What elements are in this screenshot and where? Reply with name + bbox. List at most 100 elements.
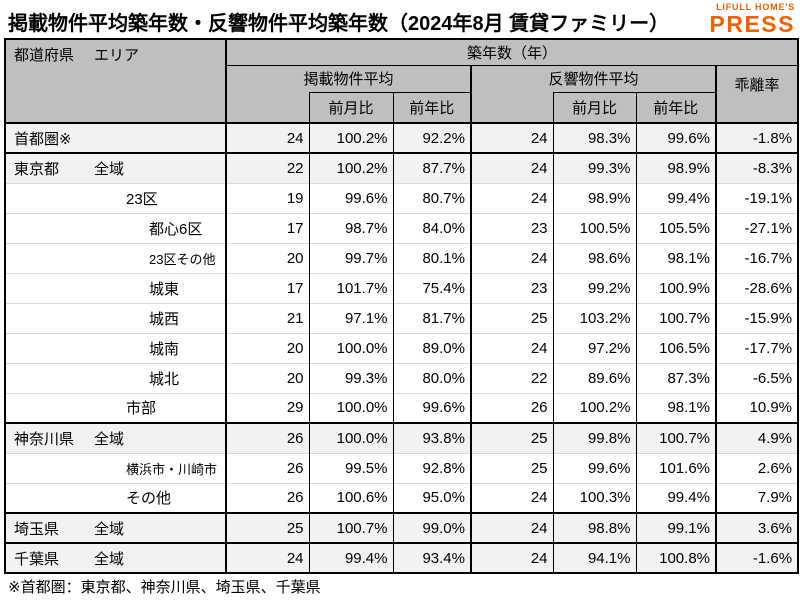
cell-listed-yoy: 93.4% xyxy=(393,542,472,573)
cell-listed-yoy: 80.0% xyxy=(393,362,472,393)
cell-deviation: -17.7% xyxy=(716,332,799,363)
cell-inquiry-yoy: 99.1% xyxy=(636,512,717,543)
cell-listed-yoy: 80.7% xyxy=(393,182,472,213)
cell-inquiry-avg: 23 xyxy=(471,272,554,303)
prefecture-label: 東京都 xyxy=(14,160,60,178)
cell-listed-mom: 100.6% xyxy=(309,482,394,513)
header-inquiry-average: 反響物件平均 xyxy=(471,65,717,92)
cell-listed-mom: 101.7% xyxy=(309,272,394,303)
cell-listed-yoy: 99.6% xyxy=(393,392,472,423)
prefecture-label: 首都圏※ xyxy=(14,130,72,148)
cell-listed-avg: 19 xyxy=(226,182,310,213)
cell-deviation: 3.6% xyxy=(716,512,799,543)
cell-region: 市部 xyxy=(5,392,227,423)
cell-inquiry-mom: 98.6% xyxy=(553,242,637,273)
table-row: 城西 21 97.1% 81.7% 25 103.2% 100.7% -15.9% xyxy=(5,302,799,333)
cell-inquiry-avg: 24 xyxy=(471,482,554,513)
cell-deviation: -27.1% xyxy=(716,212,799,243)
cell-listed-mom: 99.7% xyxy=(309,242,394,273)
cell-region: 23区その他 xyxy=(5,242,227,273)
cell-listed-yoy: 87.7% xyxy=(393,152,472,183)
area-label: 都心6区 xyxy=(149,220,203,238)
header-blank-listed xyxy=(226,92,309,124)
header-area-label: エリア xyxy=(94,47,140,64)
cell-region: その他 xyxy=(5,482,227,513)
table-row: 市部 29 100.0% 99.6% 26 100.2% 98.1% 10.9% xyxy=(5,392,799,423)
cell-inquiry-avg: 24 xyxy=(471,182,554,213)
cell-inquiry-mom: 98.9% xyxy=(553,182,637,213)
table-row: 城北 20 99.3% 80.0% 22 89.6% 87.3% -6.5% xyxy=(5,362,799,393)
logo-press-text: PRESS xyxy=(709,11,795,37)
cell-inquiry-yoy: 100.7% xyxy=(636,422,717,453)
cell-listed-avg: 29 xyxy=(226,392,310,423)
prefecture-label: 千葉県 xyxy=(14,550,60,568)
prefecture-label: 埼玉県 xyxy=(14,520,60,538)
cell-deviation: -19.1% xyxy=(716,182,799,213)
cell-region: 東京都 全域 xyxy=(5,152,227,183)
cell-listed-avg: 21 xyxy=(226,302,310,333)
area-label: 市部 xyxy=(126,400,157,418)
area-label: 城東 xyxy=(149,280,180,298)
cell-listed-yoy: 81.7% xyxy=(393,302,472,333)
area-label: 全域 xyxy=(94,430,125,448)
cell-listed-avg: 26 xyxy=(226,482,310,513)
cell-inquiry-yoy: 99.6% xyxy=(636,122,717,153)
cell-region: 千葉県 全域 xyxy=(5,542,227,573)
cell-listed-yoy: 89.0% xyxy=(393,332,472,363)
cell-listed-avg: 20 xyxy=(226,362,310,393)
cell-listed-avg: 24 xyxy=(226,122,310,153)
cell-inquiry-avg: 25 xyxy=(471,452,554,483)
cell-deviation: 4.9% xyxy=(716,422,799,453)
cell-inquiry-yoy: 101.6% xyxy=(636,452,717,483)
cell-inquiry-yoy: 87.3% xyxy=(636,362,717,393)
cell-region: 神奈川県 全域 xyxy=(5,422,227,453)
cell-region: 城北 xyxy=(5,362,227,393)
header-building-age: 築年数（年） xyxy=(226,39,799,66)
cell-inquiry-avg: 25 xyxy=(471,302,554,333)
header-listed-average: 掲載物件平均 xyxy=(226,65,472,92)
cell-listed-avg: 17 xyxy=(226,272,310,303)
cell-inquiry-avg: 24 xyxy=(471,152,554,183)
table-row: 神奈川県 全域 26 100.0% 93.8% 25 99.8% 100.7% 4.9% xyxy=(5,422,799,453)
cell-listed-yoy: 93.8% xyxy=(393,422,472,453)
cell-inquiry-avg: 24 xyxy=(471,542,554,573)
cell-deviation: 7.9% xyxy=(716,482,799,513)
header-inquiry-yoy: 前年比 xyxy=(635,91,717,124)
header-row-3: 前月比 前年比 前月比 前年比 xyxy=(5,91,798,124)
table-row: 城南 20 100.0% 89.0% 24 97.2% 106.5% -17.7% xyxy=(5,332,799,363)
header-blank-inquiry xyxy=(471,92,553,124)
cell-deviation: 10.9% xyxy=(716,392,799,423)
cell-inquiry-avg: 25 xyxy=(471,422,554,453)
cell-inquiry-yoy: 98.1% xyxy=(636,392,717,423)
cell-inquiry-mom: 97.2% xyxy=(553,332,637,363)
table-row: 千葉県 全域 24 99.4% 93.4% 24 94.1% 100.8% -1.6% xyxy=(5,542,799,573)
cell-listed-mom: 98.7% xyxy=(309,212,394,243)
cell-deviation: -28.6% xyxy=(716,272,799,303)
cell-listed-yoy: 95.0% xyxy=(393,482,472,513)
cell-inquiry-yoy: 99.4% xyxy=(636,182,717,213)
cell-listed-avg: 17 xyxy=(226,212,310,243)
cell-region: 城西 xyxy=(5,302,227,333)
cell-listed-mom: 99.4% xyxy=(309,542,394,573)
cell-inquiry-yoy: 100.7% xyxy=(636,302,717,333)
cell-inquiry-mom: 94.1% xyxy=(553,542,637,573)
footnote: ※首都圏：東京都、神奈川県、埼玉県、千葉県 xyxy=(8,579,321,596)
cell-listed-avg: 26 xyxy=(226,422,310,453)
cell-inquiry-yoy: 100.8% xyxy=(636,542,717,573)
area-label: 城北 xyxy=(149,370,180,388)
cell-region: 城南 xyxy=(5,332,227,363)
area-label: 23区 xyxy=(126,190,158,208)
cell-listed-avg: 25 xyxy=(226,512,310,543)
cell-inquiry-mom: 89.6% xyxy=(553,362,637,393)
building-age-table: 都道府県 エリア 築年数（年） 掲載物件平均 反響物件平均 乖離率 前月比 前年比… xyxy=(4,38,800,574)
header-region: 都道府県 エリア xyxy=(5,39,227,123)
cell-deviation: -6.5% xyxy=(716,362,799,393)
cell-listed-mom: 100.0% xyxy=(309,332,394,363)
cell-listed-mom: 100.0% xyxy=(309,422,394,453)
cell-inquiry-mom: 100.2% xyxy=(553,392,637,423)
cell-listed-mom: 99.6% xyxy=(309,182,394,213)
table-row: 23区 19 99.6% 80.7% 24 98.9% 99.4% -19.1% xyxy=(5,182,799,213)
lifull-homes-press-logo: LIFULL HOME'S PRESS xyxy=(710,3,795,36)
cell-listed-yoy: 92.2% xyxy=(393,122,472,153)
